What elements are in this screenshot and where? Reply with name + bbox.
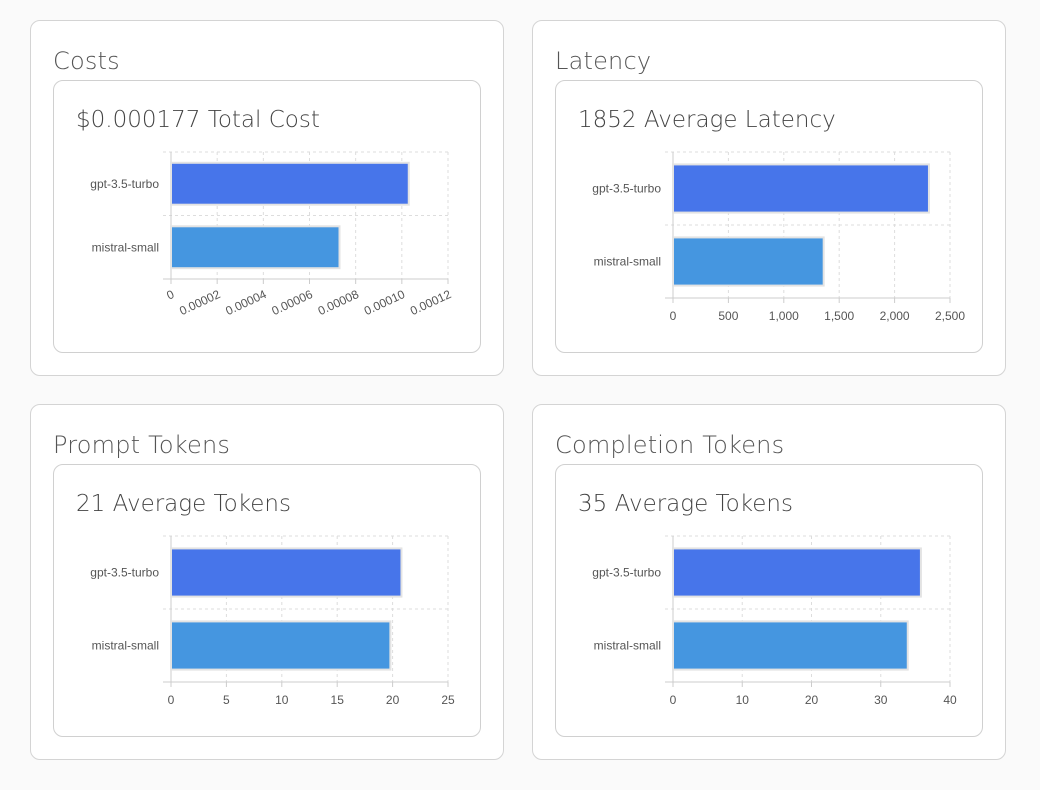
bar-gpt-3.5-turbo	[672, 547, 922, 598]
x-tick-label: 20	[805, 693, 819, 707]
x-tick-label: 0.00004	[223, 287, 269, 318]
x-tick-label: 40	[943, 693, 957, 707]
completion-tokens-chart: 0 10 20 30 40 gpt-3.5-turbo mistral-small	[592, 535, 957, 707]
prompt-tokens-panel: Prompt Tokens 21 Average Tokens 0 5 10 15 20…	[30, 404, 504, 760]
panel-title: Costs	[53, 47, 120, 75]
y-tick-label: gpt-3.5-turbo	[90, 177, 159, 191]
completion-tokens-panel: Completion Tokens 35 Average Tokens 0 10 2…	[532, 404, 1006, 760]
y-tick-label: gpt-3.5-turbo	[592, 566, 661, 580]
chart-summary: $0.000177 Total Cost	[76, 107, 320, 133]
latency-chart-card: 1852 Average Latency 0 500 1,000 1,500 2,000…	[555, 80, 983, 353]
y-tick-label: mistral-small	[594, 639, 661, 653]
x-tick-label: 5	[223, 693, 230, 707]
latency-chart: 0 500 1,000 1,500 2,000 2,500 gpt-3.5-turbo mis…	[592, 151, 965, 323]
costs-panel: Costs $0.000177 Total Cost 0 0.00002 0.000…	[30, 20, 504, 376]
latency-panel: Latency 1852 Average Latency 0 500 1,000 1,…	[532, 20, 1006, 376]
x-tick-label: 0	[670, 309, 677, 323]
x-tick-label: 0.00008	[316, 287, 362, 318]
costs-chart-card: $0.000177 Total Cost 0 0.00002 0.00004 0.00…	[53, 80, 481, 353]
panel-title: Prompt Tokens	[53, 431, 231, 459]
x-tick-label: 1,500	[824, 309, 854, 323]
costs-chart: 0 0.00002 0.00004 0.00006 0.00008 0.00010 0.00…	[90, 151, 454, 318]
x-tick-label: 20	[386, 693, 400, 707]
x-tick-label: 0.00012	[408, 287, 454, 318]
x-tick-label: 2,500	[935, 309, 965, 323]
x-tick-label: 10	[736, 693, 750, 707]
chart-summary: 21 Average Tokens	[76, 491, 291, 517]
bar-mistral-small	[672, 236, 825, 287]
x-tick-label: 0	[168, 693, 175, 707]
prompt-tokens-chart: 0 5 10 15 20 25 gpt-3.5-turbo mistral-small	[90, 535, 455, 707]
y-tick-label: mistral-small	[594, 255, 661, 269]
x-tick-label: 0.00006	[270, 287, 316, 318]
completion-tokens-chart-card: 35 Average Tokens 0 10 20 30 40 gpt-3.5-turbo…	[555, 464, 983, 737]
y-tick-label: mistral-small	[92, 240, 159, 254]
x-tick-label: 0	[670, 693, 677, 707]
bar-gpt-3.5-turbo	[672, 163, 930, 214]
x-tick-label: 10	[275, 693, 289, 707]
bar-gpt-3.5-turbo	[170, 161, 410, 206]
y-tick-label: mistral-small	[92, 639, 159, 653]
x-tick-label: 0	[164, 287, 176, 303]
panel-title: Latency	[555, 47, 652, 75]
x-tick-label: 30	[874, 693, 888, 707]
bar-gpt-3.5-turbo	[170, 547, 403, 598]
y-tick-label: gpt-3.5-turbo	[90, 566, 159, 580]
chart-summary: 35 Average Tokens	[578, 491, 793, 517]
chart-summary: 1852 Average Latency	[578, 107, 836, 133]
x-tick-label: 1,000	[769, 309, 799, 323]
x-tick-label: 0.00010	[362, 287, 408, 318]
prompt-tokens-chart-card: 21 Average Tokens 0 5 10 15 20 25 gpt-3.5-turb…	[53, 464, 481, 737]
x-tick-label: 0.00002	[177, 287, 223, 318]
x-tick-label: 15	[331, 693, 345, 707]
y-tick-label: gpt-3.5-turbo	[592, 182, 661, 196]
x-tick-label: 500	[718, 309, 738, 323]
x-tick-label: 2,000	[880, 309, 910, 323]
bar-mistral-small	[672, 620, 909, 671]
bar-mistral-small	[170, 620, 392, 671]
x-tick-label: 25	[441, 693, 455, 707]
bar-mistral-small	[170, 225, 341, 270]
panel-title: Completion Tokens	[555, 431, 785, 459]
